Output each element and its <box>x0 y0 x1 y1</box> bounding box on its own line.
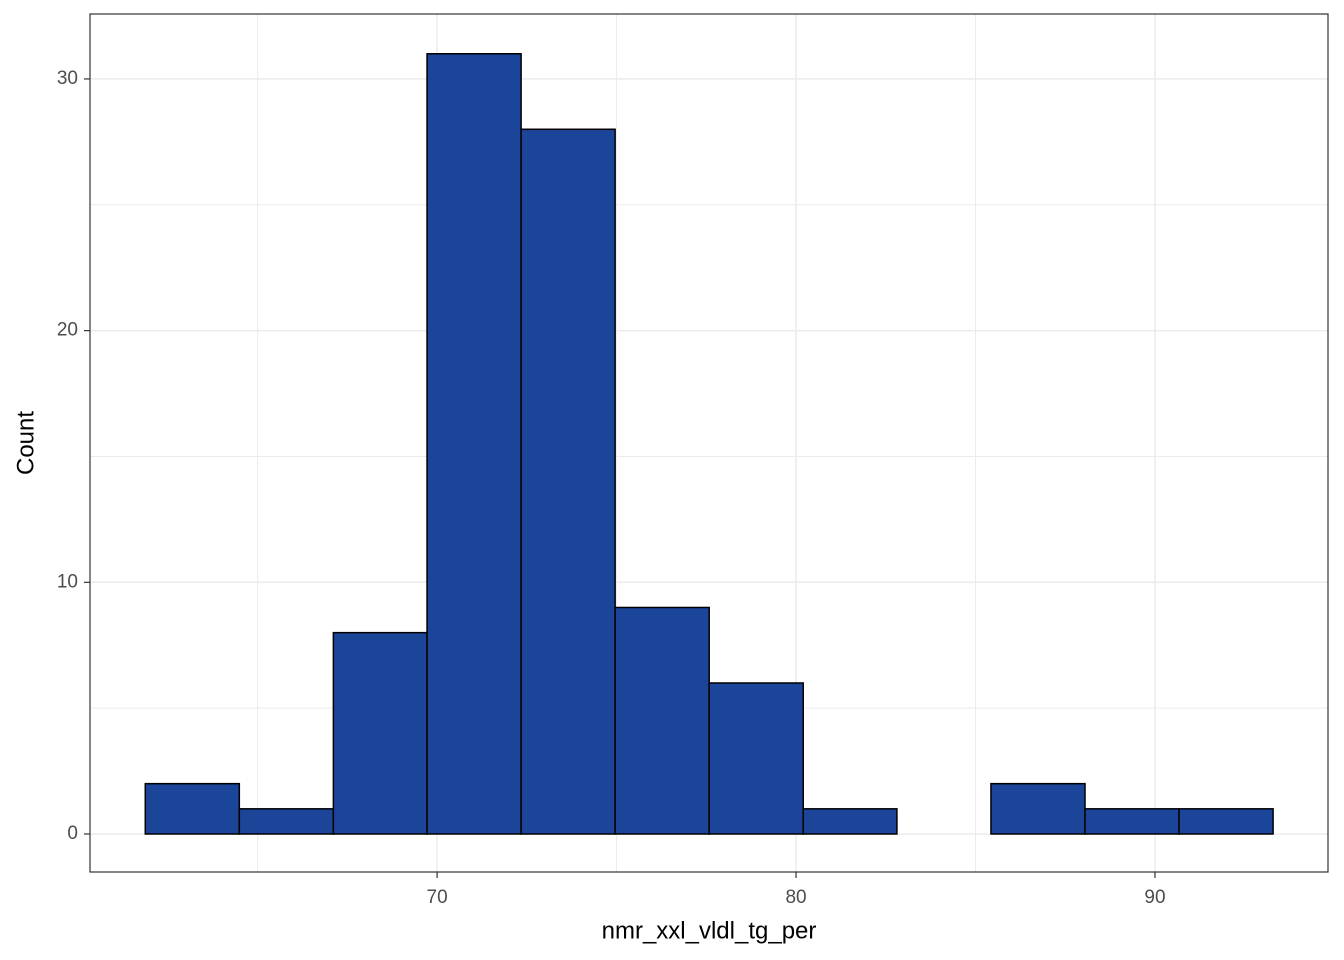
bar <box>332 631 428 835</box>
bar <box>614 606 710 835</box>
bar <box>990 782 1086 835</box>
x-tick-label: 80 <box>785 887 806 908</box>
bar <box>1178 808 1274 835</box>
y-tick-label: 10 <box>57 571 78 592</box>
panel-border <box>89 13 1329 873</box>
y-tick-label: 20 <box>57 320 78 341</box>
y-tick-label: 0 <box>67 823 78 844</box>
bar <box>708 682 804 835</box>
x-tick-label: 90 <box>1144 887 1165 908</box>
bar <box>1084 808 1180 835</box>
bar <box>802 808 898 835</box>
x-axis-title: nmr_xxl_vldl_tg_per <box>602 917 817 944</box>
y-tick-label: 30 <box>57 68 78 89</box>
bar <box>144 782 241 835</box>
bar <box>520 128 616 835</box>
y-axis-title: Count <box>12 411 39 475</box>
bar <box>238 808 335 835</box>
bar <box>426 53 522 835</box>
x-tick-label: 70 <box>427 887 448 908</box>
